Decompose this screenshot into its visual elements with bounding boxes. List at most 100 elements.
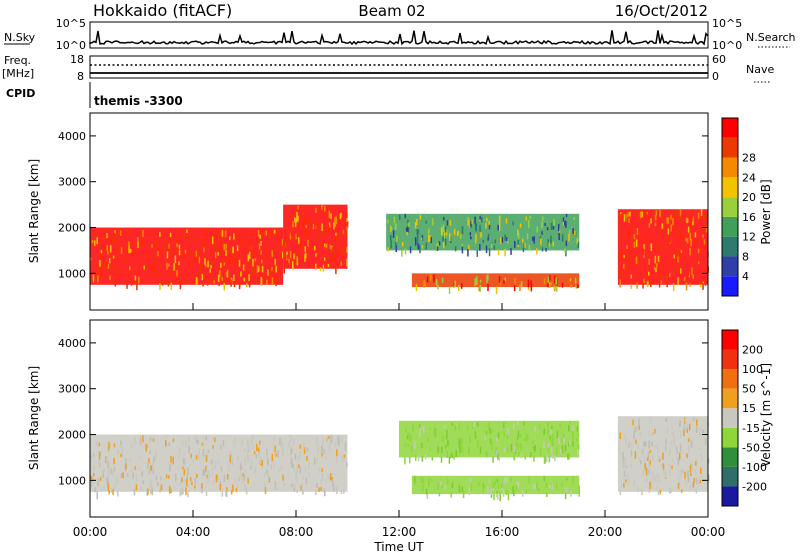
echo-speckle <box>334 217 336 224</box>
echo-speckle <box>247 455 249 459</box>
echo-speckle <box>648 271 650 276</box>
echo-speckle <box>113 483 116 490</box>
echo-speckle <box>570 490 572 497</box>
echo-speckle <box>407 432 410 438</box>
colorbar-frame <box>721 329 739 507</box>
echo-speckle <box>669 273 671 277</box>
station-title: Hokkaido (fitACF) <box>93 1 232 20</box>
echo-speckle <box>320 479 323 485</box>
echo-speckle <box>297 455 300 462</box>
echo-speckle <box>302 489 304 495</box>
echo-speckle <box>329 476 331 482</box>
echo-speckle <box>137 237 139 242</box>
echo-speckle <box>650 244 653 252</box>
echo-speckle <box>293 488 296 492</box>
echo-speckle <box>97 265 100 274</box>
echo-speckle <box>648 222 651 228</box>
echo-speckle <box>214 243 216 252</box>
echo-speckle <box>228 236 231 241</box>
echo-speckle <box>442 224 445 232</box>
echo-speckle <box>334 253 336 258</box>
echo-speckle <box>699 467 702 474</box>
echo-speckle <box>687 438 690 442</box>
echo-speckle <box>653 475 655 481</box>
echo-speckle <box>517 451 520 456</box>
echo-speckle <box>532 485 535 490</box>
echo-speckle <box>572 227 574 235</box>
echo-speckle <box>226 269 229 278</box>
echo-speckle <box>487 237 489 241</box>
echo-speckle <box>149 487 152 494</box>
echo-speckle <box>251 461 253 469</box>
echo-speckle <box>102 248 105 254</box>
echo-speckle <box>406 232 408 236</box>
echo-speckle <box>654 276 656 283</box>
echo-speckle <box>223 243 226 251</box>
echo-speckle <box>120 441 122 448</box>
echo-speckle <box>214 235 217 241</box>
echo-speckle <box>155 476 158 481</box>
echo-speckle <box>527 279 530 288</box>
echo-speckle <box>666 280 668 288</box>
echo-speckle <box>140 442 143 448</box>
echo-speckle <box>308 472 311 477</box>
echo-speckle <box>453 455 455 460</box>
echo-speckle <box>335 216 337 225</box>
echo-speckle <box>324 490 326 497</box>
echo-speckle <box>225 249 227 256</box>
echo-speckle <box>182 441 185 445</box>
echo-speckle <box>343 454 346 458</box>
echo-speckle <box>513 445 516 452</box>
echo-speckle <box>650 279 652 287</box>
echo-speckle <box>120 453 122 458</box>
echo-speckle <box>677 456 680 462</box>
echo-speckle <box>421 442 423 449</box>
echo-speckle <box>547 442 550 449</box>
echo-speckle <box>441 483 443 489</box>
nsearch-label: N.Search <box>746 31 796 44</box>
echo-speckle <box>176 248 179 256</box>
echo-speckle <box>152 469 155 475</box>
echo-speckle <box>302 442 305 450</box>
echo-speckle <box>340 490 343 495</box>
echo-speckle <box>540 238 542 245</box>
echo-speckle <box>160 484 163 489</box>
echo-speckle <box>275 273 278 280</box>
echo-speckle <box>168 485 171 494</box>
echo-speckle <box>629 440 631 445</box>
echo-speckle <box>168 475 170 479</box>
echo-speckle <box>210 459 213 465</box>
echo-speckle <box>416 218 418 226</box>
echo-speckle <box>270 464 273 470</box>
echo-speckle <box>687 477 690 483</box>
echo-speckle <box>245 237 247 241</box>
echo-speckle <box>418 431 421 438</box>
echo-speckle <box>167 279 170 287</box>
echo-speckle <box>517 239 520 245</box>
echo-speckle <box>336 449 338 457</box>
echo-speckle <box>235 258 238 266</box>
echo-speckle <box>677 277 680 281</box>
echo-speckle <box>212 480 215 485</box>
echo-speckle <box>390 240 392 249</box>
echo-speckle <box>178 249 181 256</box>
echo-speckle <box>211 260 214 266</box>
echo-speckle <box>289 251 292 259</box>
colorbar-swatch <box>722 236 738 257</box>
echo-speckle <box>646 281 649 288</box>
echo-speckle <box>292 464 294 469</box>
echo-speckle <box>633 480 636 486</box>
echo-speckle <box>280 465 283 472</box>
echo-speckle <box>419 214 422 220</box>
echo-speckle <box>623 214 626 222</box>
echo-speckle <box>703 213 706 220</box>
echo-speckle <box>307 217 310 224</box>
echo-speckle <box>626 245 628 249</box>
echo-speckle <box>131 248 134 256</box>
echo-speckle <box>201 274 204 281</box>
echo-speckle <box>528 220 530 228</box>
echo-speckle <box>202 448 205 457</box>
echo-speckle <box>695 460 697 466</box>
echo-speckle <box>275 265 277 273</box>
echo-speckle <box>244 483 246 492</box>
